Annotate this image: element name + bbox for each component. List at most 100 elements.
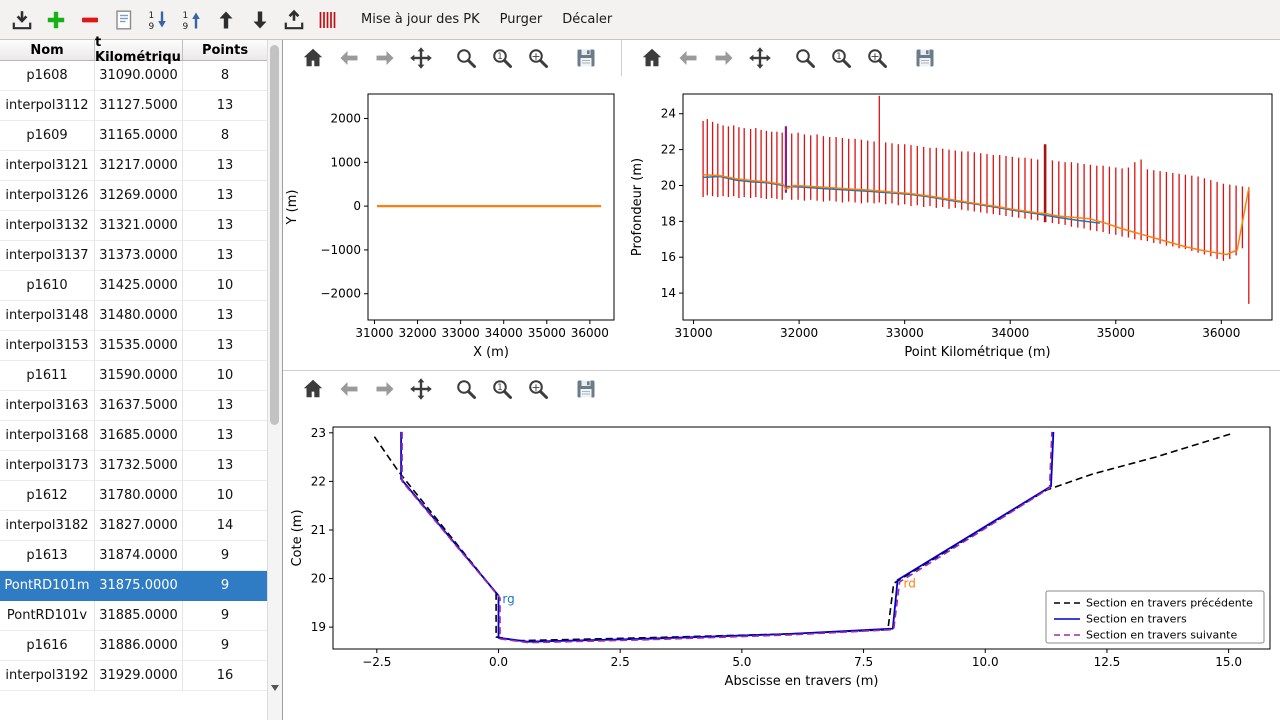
svg-text:−2000: −2000 xyxy=(320,287,361,301)
cell-t-kilom-triqu: 31637.5000 xyxy=(95,391,183,421)
move-up-icon[interactable] xyxy=(212,6,239,33)
export-icon[interactable] xyxy=(280,6,307,33)
column-header-0[interactable]: Nom xyxy=(0,40,95,61)
svg-text:24: 24 xyxy=(661,107,676,121)
edit-icon[interactable] xyxy=(110,6,137,33)
svg-text:2.5: 2.5 xyxy=(611,655,630,669)
table-row[interactable]: p1613 31874.0000 9 xyxy=(0,541,268,571)
svg-text:20: 20 xyxy=(661,178,676,192)
cell-points: 9 xyxy=(183,541,268,571)
table-row[interactable]: interpol3132 31321.0000 13 xyxy=(0,211,268,241)
table-row[interactable]: interpol3121 31217.0000 13 xyxy=(0,151,268,181)
cell-t-kilom-triqu: 31480.0000 xyxy=(95,301,183,331)
scrollbar-thumb[interactable] xyxy=(270,45,279,425)
scroll-down-icon[interactable] xyxy=(271,685,279,691)
svg-text:+: + xyxy=(531,381,540,394)
zoom-plus-icon[interactable]: + xyxy=(863,45,890,72)
menu-item-mise-a-jour-pk[interactable]: Mise à jour des PK xyxy=(361,12,480,27)
cell-t-kilom-triqu: 31269.0000 xyxy=(95,181,183,211)
zoom-plus-icon[interactable]: + xyxy=(524,376,551,403)
table-row[interactable]: interpol3192 31929.0000 16 xyxy=(0,661,268,691)
menu-item-purger[interactable]: Purger xyxy=(499,12,543,27)
remove-icon[interactable] xyxy=(76,6,103,33)
svg-text:Abscisse en travers (m): Abscisse en travers (m) xyxy=(725,674,879,689)
table-row[interactable]: p1610 31425.0000 10 xyxy=(0,271,268,301)
pan-icon[interactable] xyxy=(746,45,773,72)
cell-nom: interpol3137 xyxy=(0,241,95,271)
sections-icon[interactable] xyxy=(314,6,341,33)
import-icon[interactable] xyxy=(8,6,35,33)
save-icon[interactable] xyxy=(911,45,938,72)
profile-plot-canvas[interactable]: 31000 32000 33000 34000 35000 36000 14 16 18 20 22… xyxy=(622,76,1280,370)
cell-points: 8 xyxy=(183,61,268,91)
save-icon[interactable] xyxy=(572,45,599,72)
table-row[interactable]: p1609 31165.0000 8 xyxy=(0,121,268,151)
table-scrollbar[interactable] xyxy=(267,40,282,720)
home-icon[interactable] xyxy=(638,45,665,72)
svg-text:rd: rd xyxy=(904,576,916,590)
cross-section-plot-canvas[interactable]: −2.5 0.0 2.5 5.0 7.5 10.0 12.5 15.0 19 20 21 22 23 Ab… xyxy=(283,407,1280,720)
svg-text:36000: 36000 xyxy=(571,326,609,340)
cell-nom: p1609 xyxy=(0,121,95,151)
menu-item-decaler[interactable]: Décaler xyxy=(562,12,613,27)
svg-text:−1000: −1000 xyxy=(320,243,361,257)
zoom-one-icon[interactable]: 1 xyxy=(827,45,854,72)
svg-text:1: 1 xyxy=(497,383,502,393)
add-icon[interactable] xyxy=(42,6,69,33)
cell-t-kilom-triqu: 31090.0000 xyxy=(95,61,183,91)
zoom-icon[interactable] xyxy=(452,45,479,72)
table-row[interactable]: p1616 31886.0000 9 xyxy=(0,631,268,661)
table-row[interactable]: PontRD101v 31885.0000 9 xyxy=(0,601,268,631)
cell-nom: interpol3132 xyxy=(0,211,95,241)
pan-icon[interactable] xyxy=(407,376,434,403)
column-header-1[interactable]: t Kilométriqu xyxy=(95,35,183,65)
table-row[interactable]: interpol3163 31637.5000 13 xyxy=(0,391,268,421)
svg-text:9: 9 xyxy=(148,22,154,32)
cell-nom: interpol3173 xyxy=(0,451,95,481)
zoom-plus-icon[interactable]: + xyxy=(524,45,551,72)
svg-text:+: + xyxy=(531,50,540,63)
forward-icon[interactable] xyxy=(710,45,737,72)
table-row[interactable]: interpol3173 31732.5000 13 xyxy=(0,451,268,481)
xy-plot-canvas[interactable]: 31000 32000 33000 34000 35000 36000 −2000 −1000… xyxy=(283,76,622,370)
svg-text:+: + xyxy=(870,50,879,63)
table-row[interactable]: PontRD101m 31875.0000 9 xyxy=(0,571,268,601)
forward-icon[interactable] xyxy=(371,376,398,403)
zoom-icon[interactable] xyxy=(791,45,818,72)
back-icon[interactable] xyxy=(335,45,362,72)
cell-nom: interpol3148 xyxy=(0,301,95,331)
cell-points: 13 xyxy=(183,301,268,331)
table-row[interactable]: interpol3182 31827.0000 14 xyxy=(0,511,268,541)
table-row[interactable]: p1612 31780.0000 10 xyxy=(0,481,268,511)
xy-toolbar-icons: 1 + xyxy=(299,45,599,72)
table-row[interactable]: p1611 31590.0000 10 xyxy=(0,361,268,391)
zoom-one-icon[interactable]: 1 xyxy=(488,45,515,72)
table-row[interactable]: interpol3168 31685.0000 13 xyxy=(0,421,268,451)
table-row[interactable]: p1608 31090.0000 8 xyxy=(0,61,268,91)
svg-text:32000: 32000 xyxy=(780,326,818,340)
back-icon[interactable] xyxy=(674,45,701,72)
column-header-2[interactable]: Points xyxy=(183,40,268,61)
back-icon[interactable] xyxy=(335,376,362,403)
svg-text:33000: 33000 xyxy=(886,326,924,340)
table-row[interactable]: interpol3137 31373.0000 13 xyxy=(0,241,268,271)
table-row[interactable]: interpol3112 31127.5000 13 xyxy=(0,91,268,121)
forward-icon[interactable] xyxy=(371,45,398,72)
move-down-icon[interactable] xyxy=(246,6,273,33)
table-row[interactable]: interpol3153 31535.0000 13 xyxy=(0,331,268,361)
zoom-icon[interactable] xyxy=(452,376,479,403)
table-row[interactable]: interpol3126 31269.0000 13 xyxy=(0,181,268,211)
zoom-one-icon[interactable]: 1 xyxy=(488,376,515,403)
home-icon[interactable] xyxy=(299,376,326,403)
table-row[interactable]: interpol3148 31480.0000 13 xyxy=(0,301,268,331)
pan-icon[interactable] xyxy=(407,45,434,72)
svg-text:Section en travers suivante: Section en travers suivante xyxy=(1086,629,1237,642)
cell-t-kilom-triqu: 31165.0000 xyxy=(95,121,183,151)
save-icon[interactable] xyxy=(572,376,599,403)
cell-nom: p1612 xyxy=(0,481,95,511)
home-icon[interactable] xyxy=(299,45,326,72)
svg-text:Cote (m): Cote (m) xyxy=(290,509,305,566)
